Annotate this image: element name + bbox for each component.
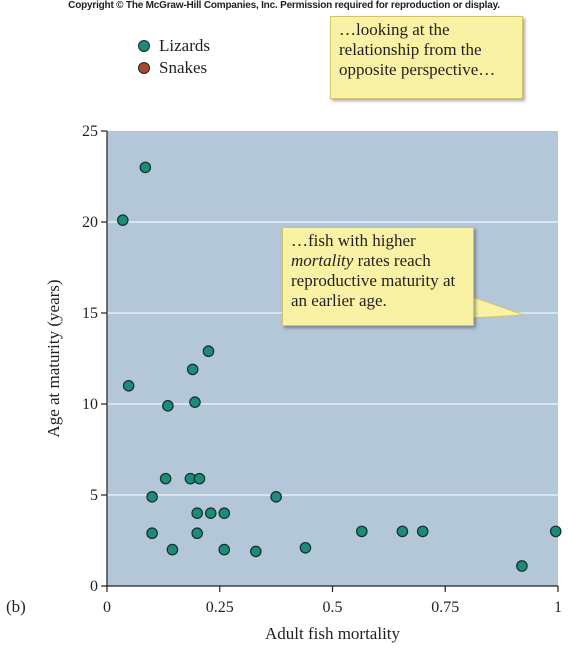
callout-top-line-2: relationship from the [339,40,482,59]
data-point-0-11 [191,507,203,519]
data-point-0-24 [516,560,528,572]
x-tick-label-1: 0.25 [206,599,234,616]
copyright-notice: Copyright © The McGraw-Hill Companies, I… [68,0,500,11]
x-tick-label-3: 0.75 [431,599,459,616]
data-point-0-4 [186,363,199,376]
legend: Lizards Snakes [138,35,210,79]
data-point-0-13 [218,507,231,519]
data-point-0-15 [146,527,158,540]
data-point-0-16 [191,527,203,540]
panel-label: (b) [6,597,26,616]
legend-label-snakes: Snakes [159,58,208,77]
callout-mid-line-4: an earlier age. [291,291,387,310]
data-point-0-10 [146,491,158,503]
legend-label-lizards: Lizards [159,36,210,55]
x-tick-label-4: 1 [554,599,562,616]
data-point-0-3 [162,400,174,412]
data-point-0-23 [416,525,429,538]
callout-mid-line-3: reproductive maturity at [291,271,456,290]
y-tick-label-3: 15 [82,305,98,322]
callout-top-line-3: opposite perspective… [339,60,496,79]
y-axis-title: Age at maturity (years) [44,279,63,437]
x-tick-label-0: 0 [103,599,111,616]
data-point-0-19 [250,545,262,558]
data-point-0-9 [193,472,206,485]
data-point-0-25 [549,525,562,538]
callout-mortality: …fish with higher mortality rates reach … [282,227,474,326]
data-point-0-20 [299,541,312,554]
y-tick-label-2: 10 [82,396,98,413]
data-point-0-2 [122,379,135,392]
y-tick-label-1: 5 [90,487,98,504]
data-point-0-14 [270,491,282,503]
callout-mid-line-2: mortality rates reach [291,251,465,271]
y-tick-label-0: 0 [90,578,98,595]
data-point-0-1 [139,161,152,174]
data-point-0-18 [218,543,231,556]
callout-perspective: …looking at the relationship from the op… [330,16,523,99]
plot-area [107,131,558,586]
snakes-marker [138,62,150,74]
y-tick-label-5: 25 [82,123,98,140]
data-point-0-12 [204,507,217,519]
legend-item-snakes: Snakes [138,57,210,79]
lizards-marker [138,40,150,52]
x-axis-title: Adult fish mortality [265,624,401,643]
callout-top-line-1: …looking at the [339,20,450,39]
data-point-0-6 [202,345,215,358]
data-point-0-5 [189,396,201,408]
callout-mid-line-2-rest: rates reach [353,251,431,270]
callout-mid-line-1: …fish with higher [291,231,416,250]
y-tick-label-4: 20 [82,214,98,231]
data-point-0-0 [116,214,129,226]
data-point-0-17 [166,543,179,556]
data-point-0-7 [159,472,172,485]
callout-mortality-emphasis: mortality [291,251,354,270]
data-point-0-22 [396,525,409,538]
data-point-0-21 [356,525,368,538]
legend-item-lizards: Lizards [138,35,210,57]
x-tick-label-2: 0.5 [323,599,343,616]
